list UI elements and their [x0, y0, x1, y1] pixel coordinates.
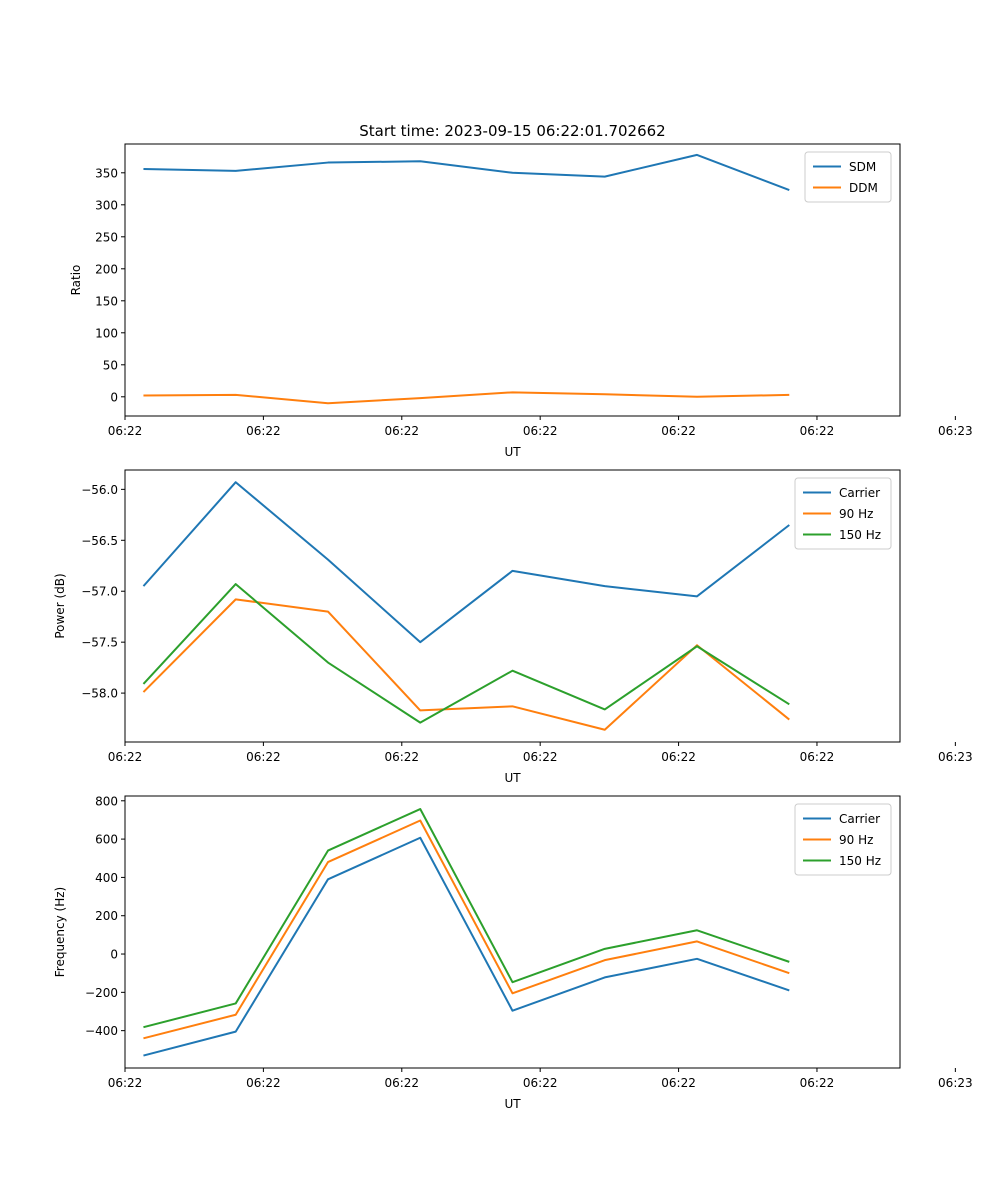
y-tick-label: −57.5: [81, 636, 118, 650]
x-tick-label: 06:22: [523, 424, 558, 438]
x-axis-label: UT: [504, 771, 521, 785]
y-tick-label: 200: [95, 262, 118, 276]
x-tick-label: 06:22: [246, 750, 281, 764]
series-line-90-hz: [142, 598, 790, 731]
y-tick-label: 300: [95, 198, 118, 212]
legend-box: [804, 151, 892, 203]
series-line-carrier: [142, 481, 790, 644]
legend-entry: DDM: [849, 181, 878, 195]
legend-box: [794, 477, 892, 550]
y-tick-label: 100: [95, 326, 118, 340]
y-tick-label: 350: [95, 166, 118, 180]
legend-entry: Carrier: [839, 812, 880, 826]
y-axis-label: Ratio: [69, 265, 83, 296]
x-tick-label: 06:22: [384, 1076, 419, 1090]
axes-1: 06:22 06:22 06:22 06:22 06:22 06:22 06:23 0 50 10…: [69, 143, 973, 459]
y-tick-label: −400: [85, 1024, 118, 1038]
x-tick-label: 06:22: [661, 424, 696, 438]
x-tick-label: 06:22: [384, 750, 419, 764]
y-tick-label: −200: [85, 986, 118, 1000]
x-tick-label: 06:23: [938, 1076, 973, 1090]
axes-frame: [124, 143, 901, 417]
y-axis-label: Frequency (Hz): [53, 887, 67, 978]
x-tick-label: 06:22: [800, 1076, 835, 1090]
x-tick-label: 06:22: [246, 424, 281, 438]
axes-3: 06:22 06:22 06:22 06:22 06:22 06:22 06:23 −400 −…: [53, 794, 973, 1111]
series-line-ddm: [143, 391, 790, 405]
axes-frame: [124, 795, 901, 1069]
y-tick-label: 50: [103, 358, 118, 372]
legend-entry: 150 Hz: [839, 528, 881, 542]
x-tick-label: 06:22: [800, 424, 835, 438]
legend-entry: SDM: [849, 160, 876, 174]
x-tick-label: 06:22: [108, 424, 143, 438]
y-tick-label: −56.0: [81, 483, 118, 497]
legend-entry: 90 Hz: [839, 833, 873, 847]
x-tick-label: 06:22: [246, 1076, 281, 1090]
y-tick-label: 400: [95, 871, 118, 885]
x-tick-label: 06:23: [938, 424, 973, 438]
x-tick-label: 06:22: [661, 1076, 696, 1090]
series-line-carrier: [143, 836, 790, 1057]
x-axis-label: UT: [504, 1097, 521, 1111]
legend-entry: 90 Hz: [839, 507, 873, 521]
y-tick-label: 800: [95, 794, 118, 808]
series-line-150-hz: [142, 583, 790, 724]
y-tick-label: 0: [110, 948, 118, 962]
x-axis-label: UT: [504, 445, 521, 459]
y-axis-label: Power (dB): [53, 573, 67, 638]
legend: Carrier 90 Hz 150 Hz: [794, 477, 892, 550]
x-tick-label: 06:22: [661, 750, 696, 764]
legend: Carrier 90 Hz 150 Hz: [794, 803, 892, 876]
x-tick-label: 06:22: [384, 424, 419, 438]
chart-title: Start time: 2023-09-15 06:22:01.702662: [359, 122, 665, 140]
legend-box: [794, 803, 892, 876]
y-tick-label: −56.5: [81, 534, 118, 548]
axes-frame: [124, 469, 901, 743]
series-line-150-hz: [143, 808, 790, 1029]
y-tick-label: 200: [95, 909, 118, 923]
x-tick-label: 06:22: [523, 1076, 558, 1090]
y-tick-label: 150: [95, 294, 118, 308]
y-tick-label: −58.0: [81, 687, 118, 701]
x-tick-label: 06:22: [108, 1076, 143, 1090]
legend-entry: 150 Hz: [839, 854, 881, 868]
x-tick-label: 06:22: [523, 750, 558, 764]
y-tick-label: 600: [95, 833, 118, 847]
y-tick-label: 0: [110, 390, 118, 404]
legend: SDM DDM: [804, 151, 892, 203]
x-tick-label: 06:23: [938, 750, 973, 764]
y-tick-label: −57.0: [81, 585, 118, 599]
series-line-sdm: [143, 153, 790, 192]
x-tick-label: 06:22: [800, 750, 835, 764]
axes-container: 06:22 06:22 06:22 06:22 06:22 06:22 06:23 0 50 10…: [53, 143, 973, 1111]
legend-entry: Carrier: [839, 486, 880, 500]
x-tick-label: 06:22: [108, 750, 143, 764]
series-line-90-hz: [143, 819, 790, 1040]
y-tick-label: 250: [95, 230, 118, 244]
axes-2: 06:22 06:22 06:22 06:22 06:22 06:22 06:23 −58.0…: [53, 469, 973, 785]
